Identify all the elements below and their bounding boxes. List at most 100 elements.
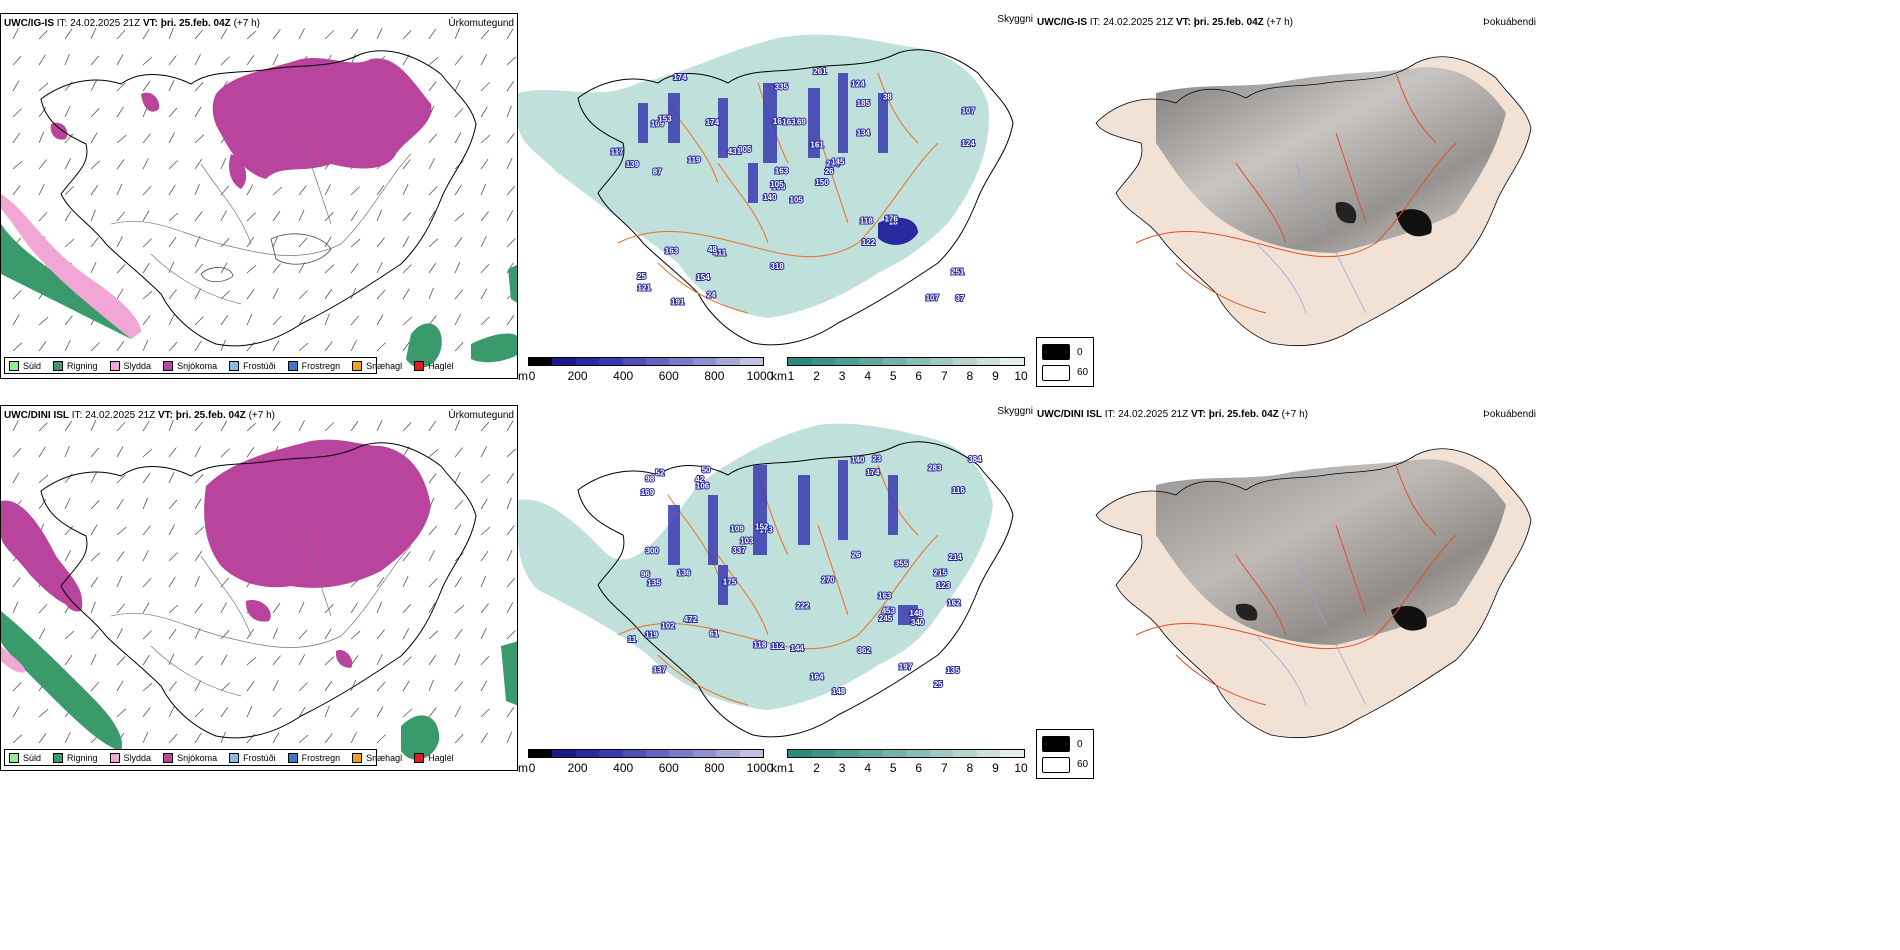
- wind-barb: [142, 28, 150, 40]
- rain-patch-east: [508, 264, 517, 303]
- ceiling-value-label: 337: [732, 546, 746, 555]
- wind-barb: [220, 290, 231, 300]
- wind-barb: [428, 315, 437, 326]
- wind-barb: [220, 654, 228, 666]
- ceiling-value-label: 109: [651, 120, 665, 129]
- wind-barb: [506, 28, 514, 40]
- wind-barb: [454, 524, 462, 536]
- wind-barb: [324, 422, 334, 432]
- wind-barb: [38, 107, 47, 118]
- legend-label: Súld: [23, 360, 42, 371]
- wind-barb: [350, 29, 359, 40]
- wind-barb: [454, 419, 461, 432]
- wind-barb: [12, 314, 20, 326]
- legend-item: Slydda: [109, 752, 151, 763]
- wind-barb: [272, 211, 281, 222]
- wind-barb: [480, 236, 487, 248]
- wind-barb: [168, 237, 177, 248]
- wind-barb: [168, 107, 178, 118]
- colorbar-tick: 2: [813, 369, 820, 383]
- legend-item: Rigning: [53, 360, 98, 371]
- wind-barb: [90, 80, 97, 92]
- wind-barb: [246, 341, 256, 352]
- visibility-colorbar-top: km 1 2 3 4 5 6 7 8 9 10: [771, 357, 1031, 387]
- wind-barb: [376, 419, 383, 432]
- wind-barb: [64, 28, 73, 40]
- wind-barb: [142, 339, 149, 352]
- snow-patch-west: [61, 585, 83, 612]
- wind-barb: [324, 184, 331, 196]
- legend-label: Snjókoma: [177, 360, 218, 371]
- wind-barb: [194, 82, 204, 92]
- ceiling-value-label: 140: [851, 455, 865, 464]
- legend-swatch: [352, 360, 363, 371]
- ceiling-value-label: 96: [641, 570, 650, 579]
- snow-patch-center: [245, 600, 271, 622]
- wind-barb: [12, 682, 22, 692]
- wind-barb: [428, 158, 435, 170]
- panel-header: UWC/DINI ISL IT: 24.02.2025 21Z VT: þri.…: [4, 410, 275, 421]
- legend-swatch: [163, 360, 174, 371]
- ceiling-value-label: 144: [791, 644, 805, 653]
- wind-barb: [168, 471, 175, 484]
- wind-barb: [38, 628, 46, 640]
- wind-barb: [428, 473, 437, 484]
- ceiling-value-label: 173: [759, 526, 773, 535]
- wind-barb: [194, 235, 201, 248]
- wind-barb: [506, 56, 517, 66]
- fog-map-top: [1095, 56, 1532, 347]
- colorbar-tick: 7: [940, 369, 948, 383]
- wind-barb: [90, 472, 97, 484]
- wind-barb: [298, 629, 308, 640]
- wind-barb: [428, 186, 438, 196]
- wind-barb: [142, 420, 150, 432]
- rain-patch-southeast: [471, 333, 517, 363]
- wind-barb: [220, 602, 227, 614]
- wind-barb: [116, 708, 127, 718]
- wind-barb: [428, 210, 436, 222]
- wind-barb: [90, 576, 99, 588]
- wind-barb: [194, 655, 204, 666]
- wind-barb: [116, 628, 123, 640]
- colorbar-tick: 800: [704, 369, 725, 383]
- wind-barb: [402, 236, 410, 248]
- ceiling-value-label: 152: [755, 523, 769, 532]
- wind-barb: [324, 656, 335, 666]
- wind-barb: [298, 314, 306, 326]
- ceiling-value-label: 98: [645, 474, 654, 483]
- wind-barb: [246, 733, 256, 744]
- fog-white-swatch: [1042, 757, 1070, 773]
- ceiling-value-label: 18: [889, 218, 898, 227]
- wind-barb: [246, 212, 256, 222]
- ceiling-value-label: 174: [673, 73, 687, 82]
- legend-swatch: [414, 752, 425, 763]
- wind-barb: [194, 680, 202, 692]
- wind-barb: [168, 552, 178, 562]
- wind-barb: [324, 341, 333, 352]
- visibility-panel-top: 105 109 103 25 284 411 124 169 185 150 174 37 87 107 1…: [518, 13, 1036, 379]
- field-title: Skyggni: [997, 406, 1033, 417]
- wind-barb: [64, 630, 75, 640]
- wind-barb: [376, 209, 383, 222]
- precip-legend: Súld Rigning Slydda Snjókoma Frostúði Frostre…: [4, 749, 454, 766]
- wind-barb: [506, 630, 516, 640]
- wind-barb: [90, 132, 98, 144]
- wind-barb: [116, 603, 126, 614]
- colorbar-tick: 4: [864, 369, 871, 383]
- wind-barb: [506, 549, 513, 562]
- wind-barb: [454, 237, 463, 248]
- wind-barb: [480, 603, 489, 614]
- wind-barb: [324, 30, 334, 40]
- ceiling-value-label: 121: [638, 283, 652, 292]
- colorbar-tick: 4: [864, 761, 871, 775]
- wind-barb: [12, 706, 20, 718]
- wind-barb: [454, 27, 461, 40]
- wind-barb: [480, 54, 488, 66]
- wind-barb: [194, 211, 203, 222]
- wind-barb: [506, 185, 516, 196]
- wind-barb: [298, 654, 306, 666]
- ceiling-value-label: 106: [696, 482, 710, 491]
- ceiling-value-label: 153: [658, 115, 672, 124]
- fog-white-label: 60: [1077, 759, 1089, 770]
- wind-barb: [350, 287, 357, 300]
